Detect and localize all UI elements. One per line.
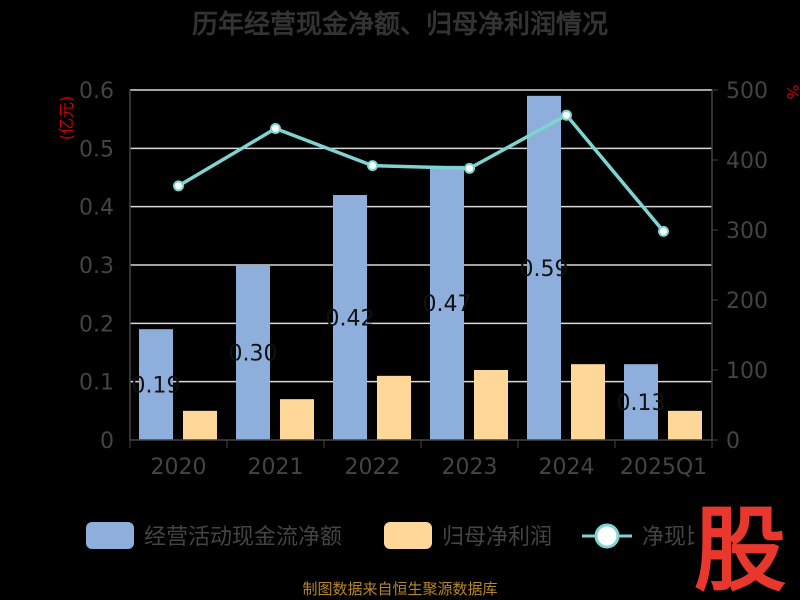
point-ratio-2024 xyxy=(561,109,572,121)
data-label-cash: 0.19 xyxy=(132,374,181,399)
bars xyxy=(139,95,702,441)
x-tick-label: 2023 xyxy=(442,455,498,480)
logo: 股 xyxy=(694,497,800,600)
data-labels: 0.19 0.30 0.42 0.47 0.59 0.13 xyxy=(132,257,666,416)
legend-swatch-profit xyxy=(384,522,432,549)
line-series xyxy=(173,109,669,237)
left-axis-unit: (亿元) xyxy=(57,96,76,141)
left-tick-label: 0.3 xyxy=(79,254,114,279)
bar-profit-2022 xyxy=(377,375,411,440)
legend: 经营活动现金流净额 归母净利润 净现比 xyxy=(86,522,708,550)
legend-swatch-cash xyxy=(86,522,134,549)
legend-item-profit[interactable]: 归母净利润 xyxy=(384,522,552,550)
source-note: 制图数据来自恒生聚源数据库 xyxy=(302,580,497,598)
point-ratio-2025Q1 xyxy=(658,225,669,237)
gridlines xyxy=(130,89,712,383)
point-ratio-2023 xyxy=(464,162,475,174)
x-tick-label: 2020 xyxy=(151,455,207,480)
x-tick-label: 2025Q1 xyxy=(620,455,707,480)
data-label-cash: 0.42 xyxy=(326,307,375,332)
bar-cash-2024 xyxy=(527,95,561,440)
right-tick-label: 500 xyxy=(726,79,768,104)
x-tick-label: 2022 xyxy=(345,455,401,480)
left-tick-label: 0 xyxy=(100,429,114,454)
legend-marker-ratio xyxy=(594,523,620,549)
legend-item-cash[interactable]: 经营活动现金流净额 xyxy=(86,522,342,550)
right-tick-label: 0 xyxy=(726,429,740,454)
point-ratio-2022 xyxy=(367,160,378,172)
right-tick-label: 100 xyxy=(726,359,768,384)
legend-label-cash: 经营活动现金流净额 xyxy=(144,525,342,550)
logo-mark: 股 xyxy=(694,497,786,600)
right-tick-label: 400 xyxy=(726,149,768,174)
bar-profit-2025Q1 xyxy=(668,410,702,440)
right-tick-label: 300 xyxy=(726,219,768,244)
left-tick-label: 0.2 xyxy=(79,312,114,337)
point-ratio-2021 xyxy=(270,123,281,134)
data-label-cash: 0.59 xyxy=(520,257,569,282)
chart-title: 历年经营现金净额、归母净利润情况 xyxy=(192,9,608,40)
data-label-cash: 0.47 xyxy=(423,292,472,317)
bar-cash-2025Q1 xyxy=(624,364,658,440)
logo-backdrop xyxy=(694,506,800,600)
left-tick-label: 0.1 xyxy=(79,371,114,396)
left-tick-label: 0.5 xyxy=(79,137,114,162)
right-tick-label: 200 xyxy=(726,289,768,314)
bar-cash-2022 xyxy=(333,195,367,440)
data-label-cash: 0.13 xyxy=(617,391,666,416)
axes: 0 0.1 0.2 0.3 0.4 0.5 0.6 0 100 200 300 400 500 2020 2… xyxy=(79,79,768,480)
line-ratio xyxy=(177,112,665,233)
x-tick-label: 2024 xyxy=(539,455,595,480)
bar-cash-2020 xyxy=(139,329,173,440)
left-tick-label: 0.6 xyxy=(79,79,114,104)
bar-profit-2020 xyxy=(183,410,217,440)
point-ratio-2020 xyxy=(173,180,184,192)
data-label-cash: 0.30 xyxy=(229,342,278,367)
bar-profit-2021 xyxy=(280,399,314,440)
legend-label-profit: 归母净利润 xyxy=(442,525,552,550)
x-tick-label: 2021 xyxy=(248,455,304,480)
right-axis-unit: % xyxy=(783,84,800,99)
legend-item-ratio[interactable]: 净现比 xyxy=(582,523,708,550)
bar-profit-2023 xyxy=(474,370,508,440)
bar-cash-2021 xyxy=(236,265,270,440)
bar-profit-2024 xyxy=(571,364,605,440)
left-tick-label: 0.4 xyxy=(79,196,114,221)
bar-cash-2023 xyxy=(430,165,464,441)
